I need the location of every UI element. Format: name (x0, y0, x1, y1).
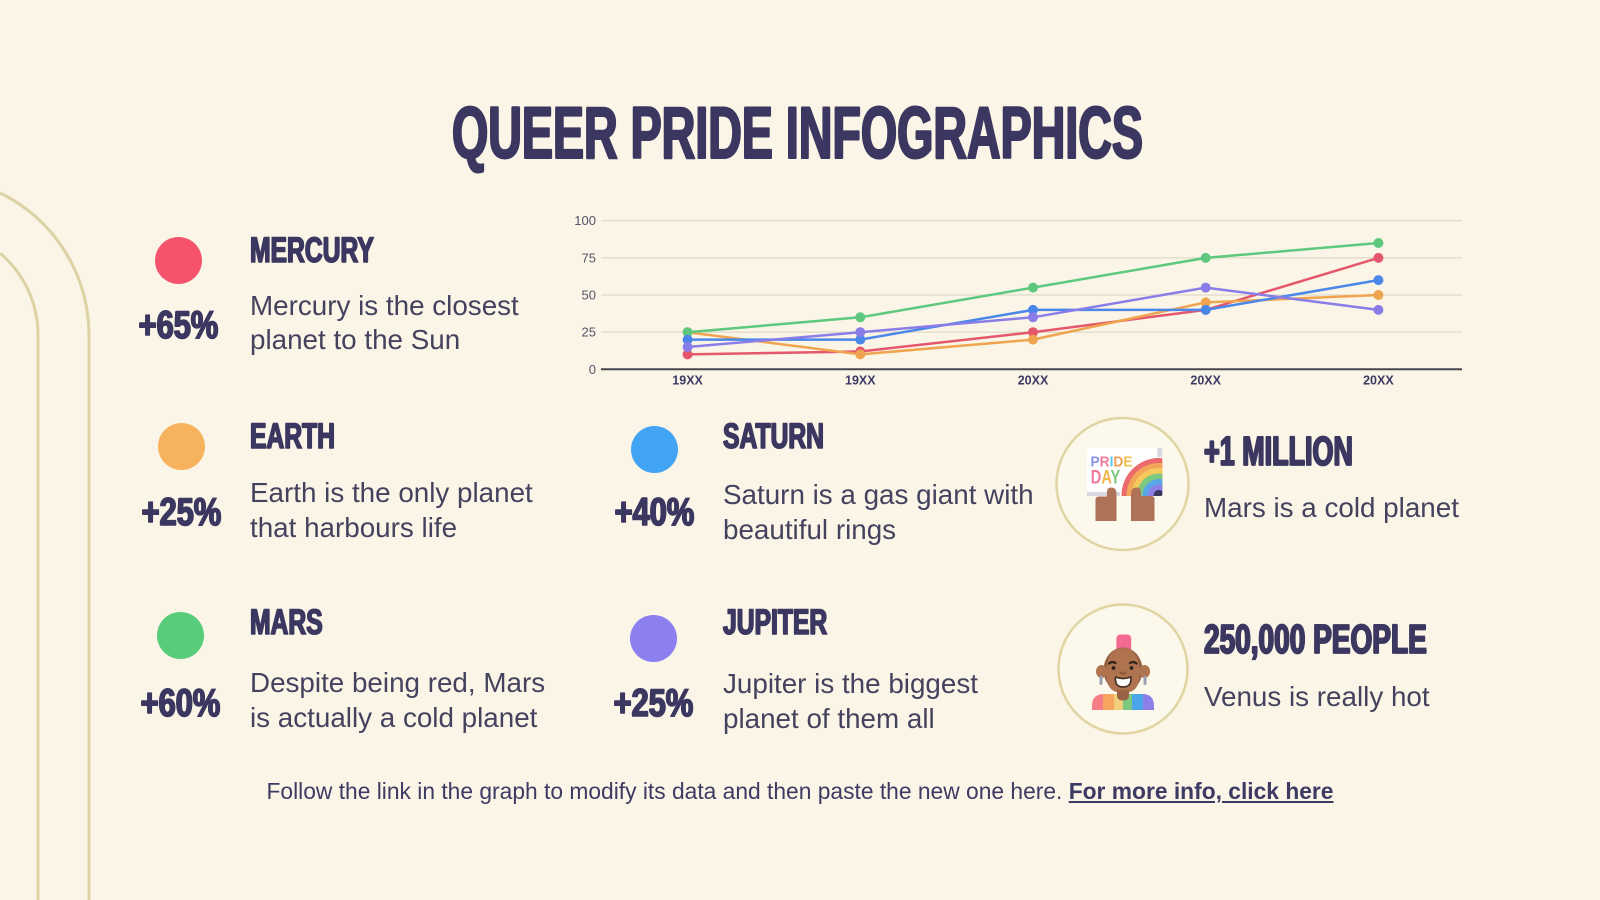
svg-text:19XX: 19XX (845, 374, 876, 388)
svg-text:50: 50 (582, 288, 596, 303)
svg-text:PRIDE: PRIDE (1091, 454, 1133, 470)
svg-text:20XX: 20XX (1018, 374, 1049, 388)
svg-text:25: 25 (582, 325, 596, 340)
svg-text:20XX: 20XX (1190, 374, 1221, 388)
svg-text:DAY: DAY (1091, 467, 1121, 488)
svg-text:75: 75 (582, 250, 596, 265)
svg-text:0: 0 (589, 362, 596, 377)
svg-text:19XX: 19XX (672, 374, 703, 388)
svg-text:100: 100 (574, 213, 596, 228)
svg-text:20XX: 20XX (1363, 374, 1394, 388)
